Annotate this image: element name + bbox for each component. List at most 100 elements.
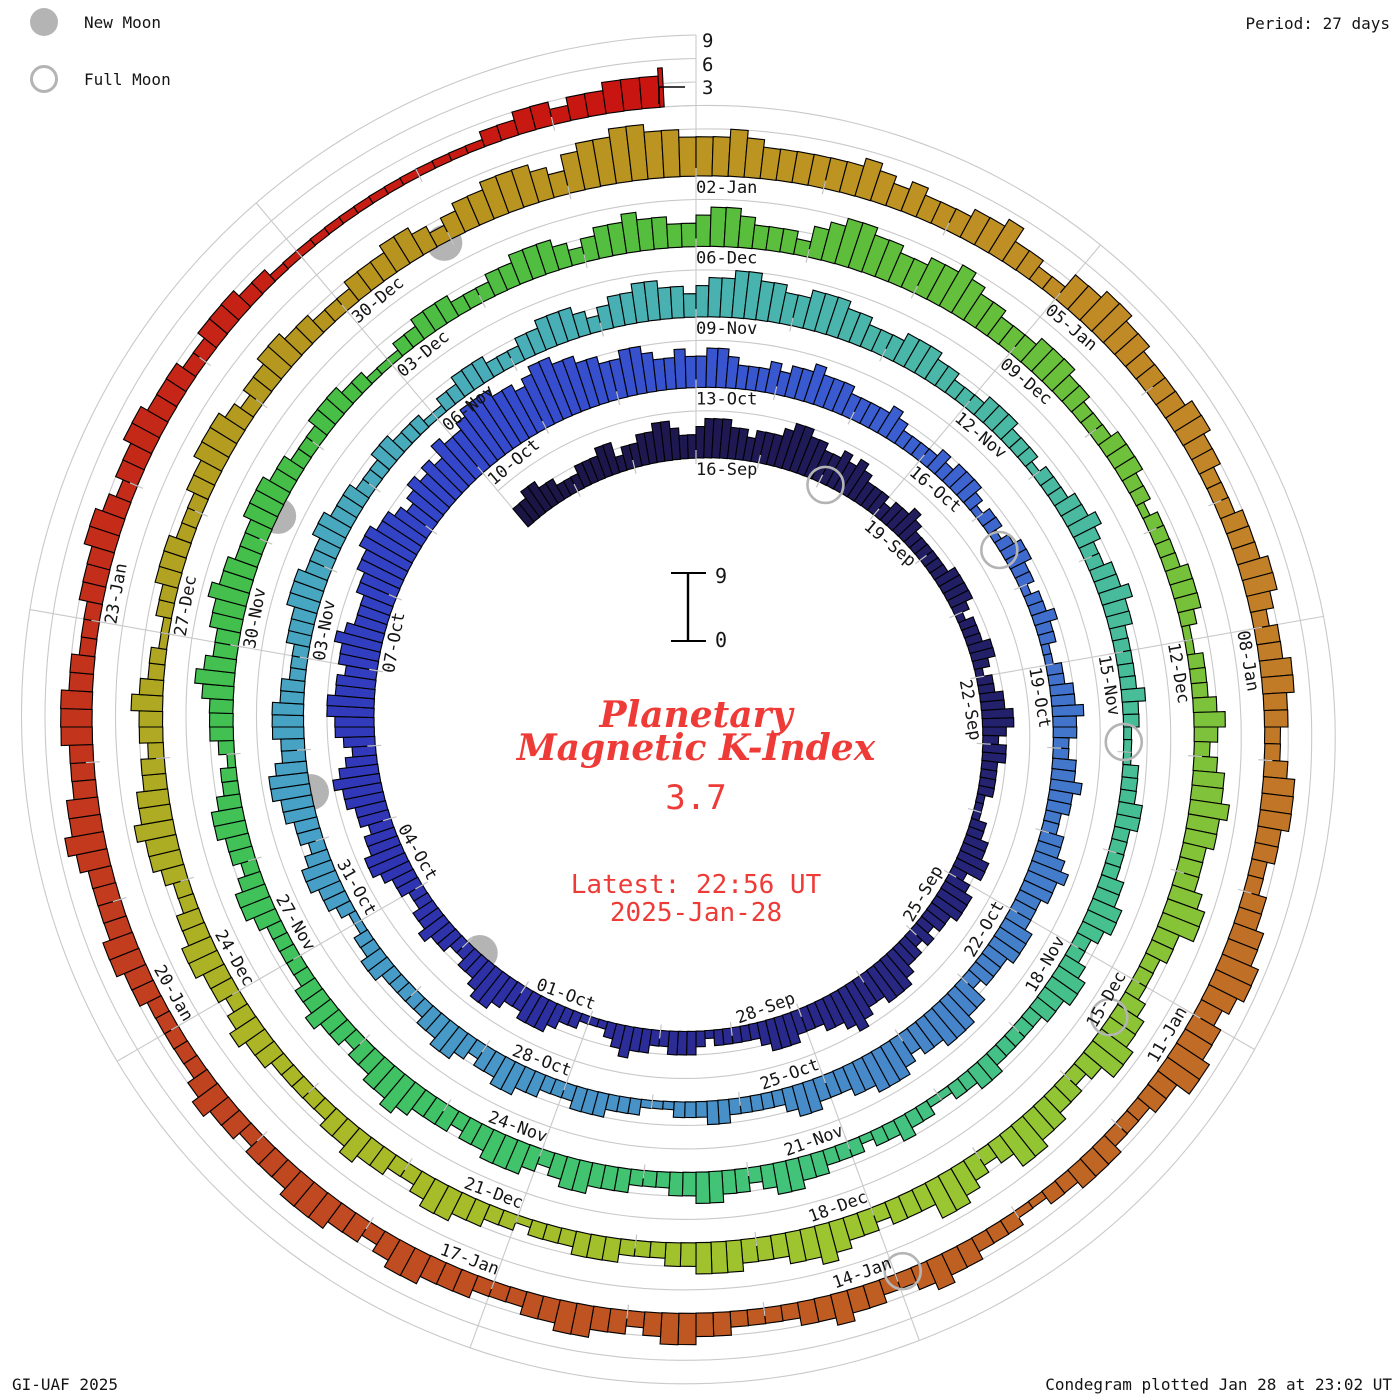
k-bar	[535, 239, 560, 275]
day-tick	[772, 386, 778, 401]
k-bar	[526, 480, 553, 513]
k-bar	[344, 754, 378, 769]
k-bar	[934, 365, 960, 394]
k-bar	[234, 883, 271, 909]
k-bar	[638, 75, 661, 110]
k-bar	[271, 701, 305, 717]
k-bar	[279, 1170, 315, 1207]
k-bar	[158, 632, 170, 651]
day-tick	[369, 668, 384, 673]
day-tick	[292, 951, 306, 961]
k-bar	[713, 1028, 725, 1047]
k-bar	[681, 1171, 697, 1197]
k-bar	[639, 1098, 653, 1110]
day-tick	[1078, 555, 1093, 563]
day-tick	[323, 566, 338, 573]
k-bar	[695, 1100, 708, 1118]
k-bar	[715, 347, 730, 389]
day-tick	[255, 398, 268, 409]
k-bar	[569, 1085, 589, 1113]
k-bar	[966, 1061, 994, 1090]
day-tick	[367, 744, 382, 747]
k-bar	[1193, 711, 1226, 728]
k-bar	[64, 830, 108, 858]
k-bar	[900, 180, 930, 218]
k-bar	[848, 312, 874, 348]
k-bar	[1052, 715, 1078, 728]
day-tick	[446, 231, 455, 245]
day-tick	[563, 1076, 570, 1091]
k-bar	[1263, 726, 1282, 745]
k-bar	[447, 145, 469, 162]
k-bar	[649, 1241, 667, 1259]
day-tick	[1013, 583, 1028, 591]
day-tick	[1039, 663, 1054, 667]
k-bar	[350, 371, 373, 395]
k-bar	[836, 984, 870, 1032]
day-tick	[942, 222, 950, 236]
day-tick	[599, 322, 605, 337]
k-bar	[334, 715, 375, 728]
k-bar	[869, 1125, 890, 1147]
k-bar	[609, 1022, 626, 1050]
k-bar	[60, 726, 94, 747]
k-bar	[922, 1007, 958, 1047]
credit-label: GI-UAF 2025	[12, 1375, 118, 1394]
k-bar	[208, 698, 234, 715]
full-moon-marker	[806, 465, 845, 505]
k-bar	[141, 772, 169, 793]
day-tick	[1188, 1010, 1201, 1019]
k-bar	[325, 386, 355, 415]
k-bar	[1200, 983, 1238, 1016]
k-bar	[869, 169, 898, 207]
k-bar	[69, 653, 96, 675]
k-bar	[353, 928, 375, 949]
day-tick	[296, 748, 311, 751]
k-bar	[884, 1195, 909, 1225]
date-label: 13-Oct	[696, 390, 757, 410]
k-bar	[756, 1020, 772, 1047]
k-bar	[695, 136, 714, 177]
k-bar	[546, 1152, 568, 1180]
date-label: 16-Sep	[696, 460, 757, 480]
k-bar	[1121, 700, 1140, 716]
day-tick	[746, 1161, 750, 1176]
k-bar	[215, 793, 243, 812]
k-bar	[334, 726, 375, 739]
day-tick	[170, 1022, 184, 1031]
k-bar	[477, 389, 522, 450]
k-bar	[224, 403, 255, 431]
day-tick	[299, 656, 314, 661]
day-tick	[478, 294, 486, 308]
day-tick	[1187, 755, 1202, 758]
k-bar	[194, 667, 236, 688]
day-tick	[1248, 626, 1263, 631]
k-bar	[920, 908, 947, 933]
k-bar	[717, 1098, 732, 1125]
k-bar	[363, 843, 406, 870]
k-bar	[226, 1002, 257, 1031]
k-bar	[342, 483, 370, 509]
k-bar	[68, 743, 95, 765]
k-bar	[831, 381, 856, 416]
k-bar	[280, 737, 306, 752]
k-bar	[479, 1128, 507, 1165]
day-tick	[365, 1216, 375, 1230]
k-bar	[351, 745, 377, 758]
k-bar	[729, 1309, 749, 1328]
k-bar	[813, 997, 837, 1032]
k-bar	[764, 1017, 783, 1052]
k-bar	[682, 293, 697, 318]
day-tick	[404, 1158, 413, 1171]
k-bar	[138, 726, 164, 744]
k-bar	[892, 1113, 917, 1142]
k-bar	[60, 689, 94, 710]
day-tick	[156, 757, 171, 760]
k-bar	[725, 1239, 745, 1273]
day-tick	[967, 807, 982, 814]
k-bar	[332, 772, 382, 792]
k-bar	[1241, 571, 1278, 598]
spiral-plot-root: 16-Sep13-Oct09-Nov06-Dec02-Jan19-Sep16-O…	[20, 34, 1336, 1385]
k-bar	[1263, 709, 1289, 728]
